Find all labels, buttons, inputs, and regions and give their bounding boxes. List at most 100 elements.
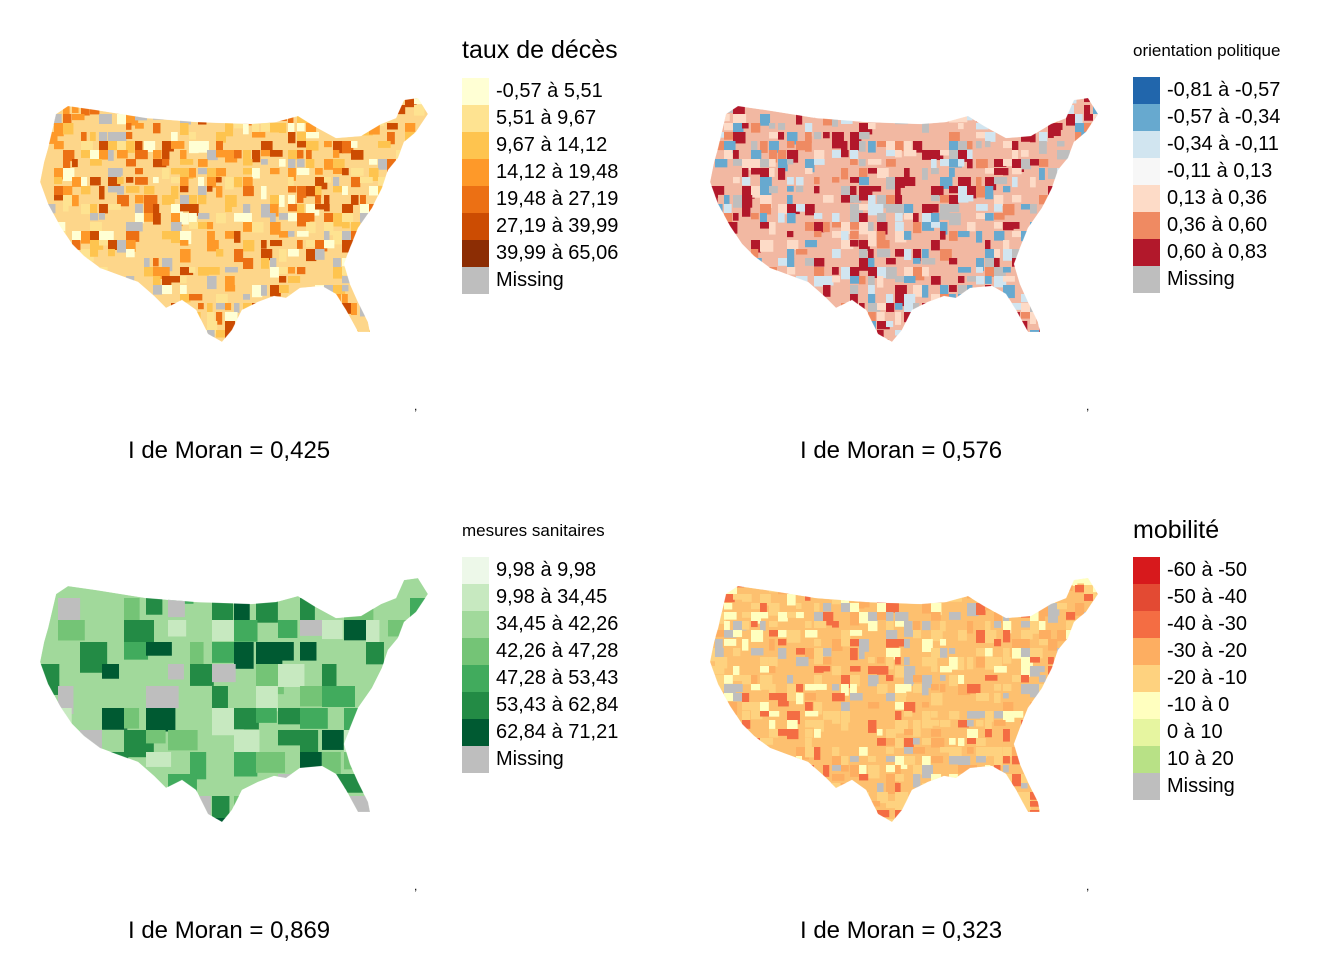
legend-item: 62,84 à 71,21 — [462, 719, 618, 746]
county-mosaic — [40, 98, 428, 342]
legend-item: 0,36 à 0,60 — [1133, 212, 1267, 239]
legend-swatch — [462, 611, 489, 638]
legend-swatch — [1133, 665, 1160, 692]
scale-tick: , — [1086, 879, 1090, 893]
legend-swatch — [1133, 266, 1160, 293]
legend-item: 9,98 à 34,45 — [462, 584, 607, 611]
legend-title: mesures sanitaires — [462, 521, 605, 540]
legend-swatch — [1133, 773, 1160, 800]
legend-label: 62,84 à 71,21 — [496, 721, 619, 743]
legend-item: 47,28 à 53,43 — [462, 665, 618, 692]
legend-label: 39,99 à 65,06 — [496, 242, 619, 264]
legend-swatch — [462, 105, 489, 132]
legend-title: mobilité — [1133, 516, 1220, 544]
map-political — [709, 97, 1099, 343]
legend-item: -20 à -10 — [1133, 665, 1247, 692]
moran-caption: I de Moran = 0,425 — [128, 437, 331, 464]
legend-item: -40 à -30 — [1133, 611, 1247, 638]
legend-item: Missing — [1133, 266, 1235, 293]
legend-title: orientation politique — [1133, 41, 1281, 60]
legend-swatch — [1133, 185, 1160, 212]
us-outline — [39, 577, 429, 823]
legend-swatch — [1133, 584, 1160, 611]
legend-swatch — [462, 692, 489, 719]
legend-swatch — [1133, 692, 1160, 719]
legend-label: -50 à -40 — [1167, 586, 1248, 608]
legend-label: -60 à -50 — [1167, 559, 1248, 581]
legend-swatch — [462, 719, 489, 746]
legend-item: 34,45 à 42,26 — [462, 611, 618, 638]
legend-item: 9,67 à 14,12 — [462, 132, 607, 159]
legend-swatch — [1133, 638, 1160, 665]
legend-label: -0,34 à -0,11 — [1167, 133, 1279, 155]
legend-item: 10 à 20 — [1133, 746, 1234, 773]
legend-label: -0,57 à 5,51 — [496, 80, 603, 102]
legend-label: Missing — [496, 269, 564, 291]
legend-item: 42,26 à 47,28 — [462, 638, 618, 665]
legend-label: 34,45 à 42,26 — [496, 613, 619, 635]
legend-swatch — [1133, 557, 1160, 584]
legend-item: 0,13 à 0,36 — [1133, 185, 1267, 212]
legend-label: 9,98 à 9,98 — [496, 559, 597, 581]
legend-item: 53,43 à 62,84 — [462, 692, 618, 719]
legend-label: 0,13 à 0,36 — [1167, 187, 1268, 209]
legend-item: 5,51 à 9,67 — [462, 105, 596, 132]
legend-item: Missing — [462, 267, 564, 294]
legend-item: -50 à -40 — [1133, 584, 1247, 611]
scale-tick: , — [1086, 399, 1090, 413]
legend-swatch — [462, 132, 489, 159]
legend-swatch — [1133, 239, 1160, 266]
legend-label: Missing — [496, 748, 564, 770]
legend-label: Missing — [1167, 268, 1235, 290]
us-outline — [709, 97, 1099, 343]
county-mosaic — [710, 578, 1098, 822]
legend-label: 0,60 à 0,83 — [1167, 241, 1268, 263]
legend-swatch — [462, 240, 489, 267]
legend-label: -20 à -10 — [1167, 667, 1248, 689]
legend-label: 9,67 à 14,12 — [496, 134, 608, 156]
legend-item: 39,99 à 65,06 — [462, 240, 618, 267]
legend-label: -40 à -30 — [1167, 613, 1248, 635]
legend-swatch — [462, 186, 489, 213]
legend-label: 14,12 à 19,48 — [496, 161, 619, 183]
legend-label: 5,51 à 9,67 — [496, 107, 597, 129]
legend-swatch — [1133, 746, 1160, 773]
legend-swatch — [462, 213, 489, 240]
legend-swatch — [462, 665, 489, 692]
legend-swatch — [462, 78, 489, 105]
legend-swatch — [1133, 131, 1160, 158]
legend-label: 19,48 à 27,19 — [496, 188, 619, 210]
scale-tick: , — [414, 879, 418, 893]
legend-swatch — [462, 159, 489, 186]
legend-item: 0,60 à 0,83 — [1133, 239, 1267, 266]
legend-swatch — [1133, 158, 1160, 185]
legend-item: -60 à -50 — [1133, 557, 1247, 584]
legend-swatch — [1133, 77, 1160, 104]
legend-label: 47,28 à 53,43 — [496, 667, 619, 689]
us-outline — [39, 97, 429, 343]
legend-item: 14,12 à 19,48 — [462, 159, 618, 186]
legend-title: taux de décès — [462, 36, 618, 64]
legend-swatch — [462, 638, 489, 665]
legend-item: -0,57 à -0,34 — [1133, 104, 1280, 131]
legend-swatch — [1133, 611, 1160, 638]
legend-label: Missing — [1167, 775, 1235, 797]
moran-caption: I de Moran = 0,869 — [128, 917, 331, 944]
legend-item: -10 à 0 — [1133, 692, 1229, 719]
map-mobility — [709, 577, 1099, 823]
moran-caption: I de Moran = 0,576 — [800, 437, 1003, 464]
legend-label: -0,11 à 0,13 — [1167, 160, 1273, 182]
scale-tick: , — [414, 399, 418, 413]
moran-caption: I de Moran = 0,323 — [800, 917, 1003, 944]
county-mosaic — [40, 578, 428, 822]
legend-item: 0 à 10 — [1133, 719, 1223, 746]
legend-label: -30 à -20 — [1167, 640, 1248, 662]
legend-label: 27,19 à 39,99 — [496, 215, 619, 237]
legend-swatch — [462, 584, 489, 611]
map-sanitary — [39, 577, 429, 823]
legend-item: -0,57 à 5,51 — [462, 78, 603, 105]
map-death-rate — [39, 97, 429, 343]
legend-swatch — [1133, 719, 1160, 746]
legend-item: -0,11 à 0,13 — [1133, 158, 1272, 185]
legend-label: -10 à 0 — [1167, 694, 1230, 716]
